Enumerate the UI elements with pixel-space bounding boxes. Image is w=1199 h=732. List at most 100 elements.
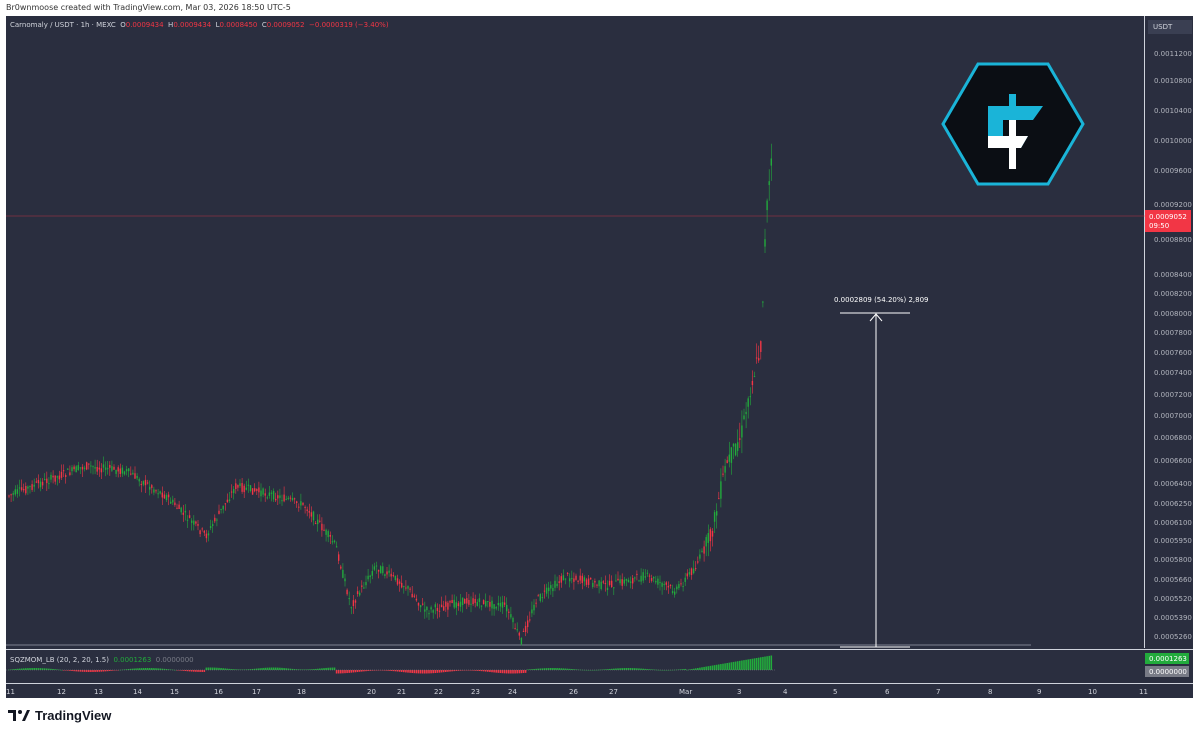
candle-body — [541, 597, 544, 599]
candle-body — [317, 519, 319, 525]
candle-body — [495, 607, 497, 609]
histogram-bar — [554, 668, 556, 670]
histogram-bar — [373, 670, 376, 671]
candle-body — [497, 602, 499, 606]
histogram-bar — [20, 668, 23, 670]
histogram-bar — [340, 670, 342, 674]
candle-body — [109, 464, 111, 468]
candle-body — [275, 498, 277, 501]
histogram-bar — [220, 668, 222, 670]
histogram-bar — [33, 668, 35, 670]
candle-body — [380, 566, 382, 574]
legend-high: 0.0009434 — [173, 21, 212, 29]
histogram-bar — [613, 668, 615, 670]
price-axis[interactable]: 0.0011200 0.0010800 0.0010400 0.0010000 0.00… — [1145, 16, 1193, 648]
histogram-bar — [455, 670, 458, 671]
candle-body — [16, 489, 19, 494]
candle-body — [287, 497, 289, 499]
time-axis[interactable]: 11 12 13 14 15 16 17 18 20 21 22 23 24 26 27 Mar 3 4 5 6 7 8 9… — [6, 683, 1193, 698]
main-price-pane[interactable]: 0.0002809 (54.20%) 2,809 Carnomaly / USD… — [6, 16, 1145, 648]
candle-body — [35, 481, 37, 483]
candle-body — [585, 579, 588, 585]
candle-body — [12, 493, 14, 495]
candle-body — [709, 529, 712, 542]
carnomaly-logo-icon — [941, 62, 1085, 186]
histogram-bar — [451, 670, 453, 672]
candle-body — [770, 158, 772, 166]
histogram-bar — [726, 662, 728, 670]
candle-body — [62, 470, 65, 472]
candle-body — [587, 578, 590, 585]
candle-body — [348, 598, 350, 600]
histogram-bar — [161, 668, 164, 670]
candle-body — [577, 580, 579, 582]
histogram-bar — [163, 668, 166, 670]
measure-arrow-head — [869, 313, 883, 322]
histogram-bar — [736, 661, 739, 670]
histogram-bar — [638, 668, 640, 670]
histogram-bar — [222, 668, 224, 670]
candle-body — [434, 604, 436, 608]
histogram-bar — [629, 668, 632, 670]
candle-body — [703, 546, 705, 554]
candle-body — [608, 580, 611, 585]
time-tick-label: 6 — [885, 688, 890, 696]
histogram-bar — [96, 670, 98, 672]
indicator-axis[interactable]: 0.0001263 0.0000000 — [1145, 649, 1193, 683]
price-tick-label: 0.0009200 — [1154, 201, 1192, 209]
candle-body — [390, 573, 392, 577]
histogram-bar — [134, 668, 136, 670]
histogram-bar — [571, 669, 573, 670]
price-chart-svg[interactable]: 0.0002809 (54.20%) 2,809 — [6, 16, 1145, 648]
candle-body — [128, 468, 130, 472]
histogram-bar — [85, 670, 88, 672]
histogram-bar — [749, 659, 752, 670]
tradingview-brand[interactable]: TradingView — [8, 706, 111, 724]
candle-body — [165, 495, 168, 500]
candle-body — [52, 475, 54, 478]
candle-body — [94, 467, 96, 469]
time-axis-svg[interactable]: 11 12 13 14 15 16 17 18 20 21 22 23 24 26 27 Mar 3 4 5 6 7 8 9… — [6, 684, 1193, 699]
indicator-svg[interactable] — [6, 650, 1145, 684]
candle-body — [237, 485, 239, 488]
candle-body — [657, 578, 659, 585]
histogram-bar — [556, 668, 558, 670]
histogram-bar — [266, 667, 269, 670]
candle-body — [159, 491, 161, 494]
histogram-bar — [342, 670, 344, 674]
candle-body — [247, 484, 250, 486]
candle-body — [363, 587, 365, 589]
squeeze-histogram — [6, 655, 776, 674]
histogram-bar — [432, 670, 434, 674]
candle-body — [751, 380, 754, 386]
candle-body — [726, 460, 728, 464]
candle-body — [424, 609, 426, 612]
chart-frame[interactable]: 0.0002809 (54.20%) 2,809 Carnomaly / USD… — [6, 16, 1193, 698]
candle-body — [676, 586, 678, 590]
candle-body — [594, 580, 596, 583]
indicator-pane[interactable]: SQZMOM_LB (20, 2, 20, 1.5) 0.0001263 0.0… — [6, 649, 1145, 683]
candle-body — [409, 588, 411, 590]
histogram-bar — [524, 670, 527, 673]
candle-body — [529, 619, 531, 621]
measure-tool[interactable]: 0.0002809 (54.20%) 2,809 — [834, 296, 929, 648]
candle-body — [655, 580, 657, 583]
histogram-bar — [251, 668, 254, 670]
candle-body — [191, 520, 193, 523]
currency-tag[interactable]: USDT — [1148, 20, 1192, 34]
histogram-bar — [701, 667, 703, 670]
last-price-countdown: 09:50 — [1149, 222, 1169, 230]
indicator-name: SQZMOM_LB (20, 2, 20, 1.5) — [10, 656, 109, 664]
candle-body — [39, 481, 42, 488]
histogram-bar — [104, 670, 107, 672]
histogram-bar — [319, 668, 321, 670]
histogram-bar — [768, 655, 770, 670]
candle-body — [245, 487, 247, 490]
histogram-bar — [463, 670, 466, 671]
candle-body — [461, 597, 464, 605]
histogram-bar — [109, 670, 111, 671]
time-tick-label: 10 — [1088, 688, 1097, 696]
price-axis-svg[interactable]: 0.0011200 0.0010800 0.0010400 0.0010000 0.00… — [1145, 16, 1193, 648]
candle-body — [625, 579, 628, 581]
price-tick-label: 0.0006100 — [1154, 519, 1192, 527]
